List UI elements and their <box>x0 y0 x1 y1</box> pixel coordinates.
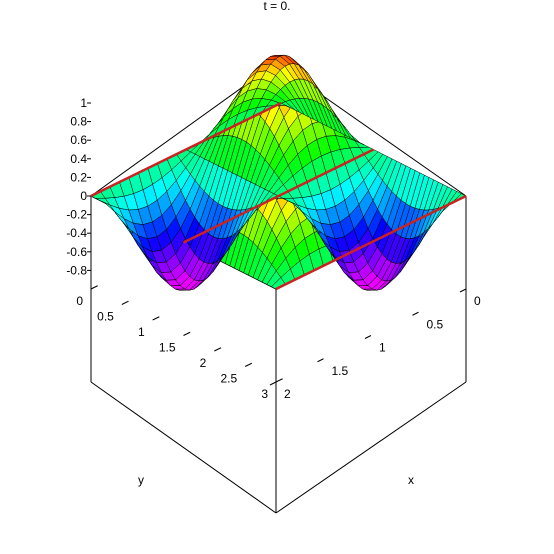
y-tick-label: 0 <box>76 294 83 308</box>
y-tick-label: 1.5 <box>159 341 176 355</box>
z-tick-label: -0.6 <box>66 245 87 259</box>
zero-contour <box>90 101 467 291</box>
surface-mesh <box>90 54 467 291</box>
x-tick-mark <box>412 311 419 316</box>
y-tick-mark <box>275 378 283 383</box>
z-tick-label: -0.4 <box>66 226 87 240</box>
y-tick-label: 1 <box>138 325 145 339</box>
zero-contour-line <box>90 101 282 198</box>
z-tick-label: 1 <box>80 96 87 110</box>
x-tick-label: 0.5 <box>427 317 444 331</box>
zero-contour-line <box>275 194 467 291</box>
x-axis: 0 0.5 1 1.5 2 <box>269 288 481 401</box>
y-tick-label: 2 <box>200 356 207 370</box>
y-tick-label: 2.5 <box>220 372 237 386</box>
zero-contour-line <box>182 148 375 244</box>
x-tick-mark <box>459 288 467 293</box>
x-axis-label: x <box>408 473 414 487</box>
y-axis: 0 0.5 1 1.5 2 2.5 3 <box>76 285 283 401</box>
y-tick-mark <box>244 362 253 367</box>
y-tick-mark <box>121 300 129 305</box>
x-tick-label: 0 <box>474 294 481 308</box>
z-tick-label: -0.8 <box>66 263 87 277</box>
y-tick-mark <box>152 316 160 321</box>
z-tick-label: 0.8 <box>70 115 87 129</box>
x-tick-mark <box>317 358 324 363</box>
z-axis: -0.8 -0.6 -0.4 -0.2 0 0.2 0.4 0.6 0.8 1 <box>66 96 91 277</box>
z-tick-label: 0 <box>80 189 87 203</box>
box-edge-bottom-left <box>90 381 277 514</box>
x-tick-label: 1.5 <box>332 364 349 378</box>
x-tick-label: 2 <box>284 387 291 401</box>
y-tick-mark <box>90 285 98 290</box>
z-tick-label: 0.4 <box>70 152 87 166</box>
plot-title: t = 0. <box>263 0 290 13</box>
y-axis-label: y <box>138 473 144 487</box>
z-tick-label: -0.2 <box>66 208 87 222</box>
z-tick-label: 0.2 <box>70 170 87 184</box>
y-tick-label: 0.5 <box>97 310 114 324</box>
y-tick-mark <box>183 331 191 336</box>
surface-cell <box>275 55 290 67</box>
y-tick-mark <box>214 347 222 352</box>
y-tick-label: 3 <box>261 387 268 401</box>
x-tick-label: 1 <box>379 341 386 355</box>
box-edge-bottom-right <box>275 381 467 514</box>
x-tick-mark <box>269 381 277 386</box>
x-tick-mark <box>364 335 372 339</box>
z-tick-label: 0.6 <box>70 133 87 147</box>
